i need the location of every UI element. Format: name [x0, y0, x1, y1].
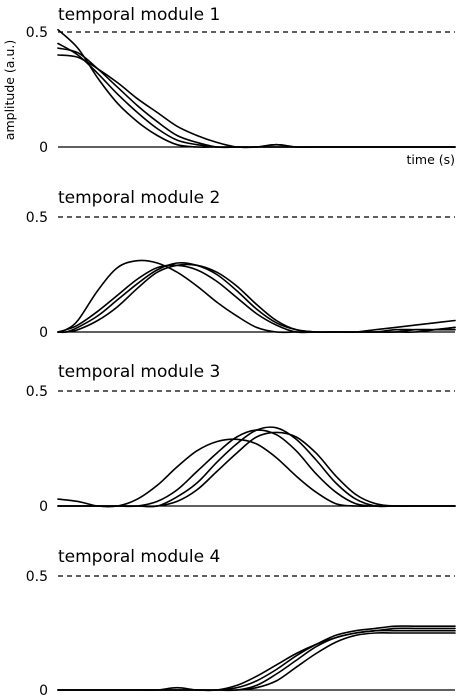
- series-line-1: [57, 259, 456, 334]
- series-line-1: [57, 28, 456, 148]
- series-line-2: [57, 264, 456, 334]
- series-line-3: [57, 261, 456, 334]
- series-line-3: [57, 426, 456, 508]
- series-line-2: [57, 429, 456, 508]
- series-line-1: [57, 438, 456, 508]
- series-line-4: [57, 54, 456, 149]
- y-tick-label: 0: [39, 499, 48, 515]
- y-tick-label: 0: [39, 325, 48, 341]
- chart-panel-3: temporal module 3 0.5 0: [26, 362, 456, 515]
- series-line-4: [57, 431, 456, 508]
- y-tick-label: 0.5: [26, 569, 48, 585]
- series-line-4: [57, 632, 456, 691]
- y-tick-label: 0: [39, 683, 48, 699]
- chart-panel-1: temporal module 1 0.5 0 time (s): [26, 5, 456, 167]
- series-line-2: [57, 42, 456, 148]
- y-tick-label: 0.5: [26, 25, 48, 41]
- series-line-4: [57, 263, 456, 333]
- series-line-2: [57, 625, 456, 691]
- chart-panel-4: temporal module 4 0.5 0: [26, 547, 456, 699]
- panel-title: temporal module 2: [58, 188, 220, 208]
- chart-panel-2: temporal module 2 0.5 0: [26, 188, 456, 341]
- x-axis-label: time (s): [407, 152, 455, 167]
- panel-title: temporal module 4: [58, 547, 220, 567]
- series-line-3: [57, 47, 456, 149]
- panel-title: temporal module 1: [58, 5, 220, 25]
- y-axis-label: amplitude (a.u.): [2, 40, 17, 140]
- y-tick-label: 0: [39, 140, 48, 156]
- y-tick-label: 0.5: [26, 384, 48, 400]
- panel-title: temporal module 3: [58, 362, 220, 382]
- y-tick-label: 0.5: [26, 210, 48, 226]
